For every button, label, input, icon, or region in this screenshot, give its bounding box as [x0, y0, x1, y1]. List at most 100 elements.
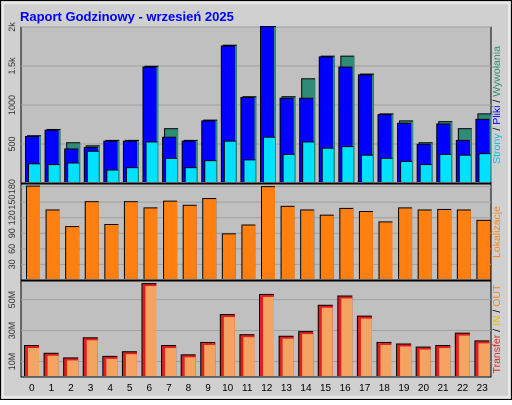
inner-bevel	[2, 2, 510, 398]
bar-strony-0	[29, 164, 40, 182]
y-tick-label: 120	[7, 210, 17, 225]
plot-area-3	[20, 280, 492, 378]
x-tick-label: 8	[186, 383, 192, 394]
bar-strony-13	[283, 154, 295, 182]
bar-transfer-in-10	[223, 317, 235, 376]
legend-entry: IN	[491, 315, 503, 326]
legend-entry: /	[491, 125, 503, 134]
bar-strony-5	[126, 168, 138, 182]
legend-entry: Transfer	[491, 334, 503, 373]
legend-2: Lokalizacje	[491, 206, 503, 258]
y-tick-label: 1.5k	[7, 57, 17, 75]
bar-strony-22	[459, 155, 471, 182]
bar-transfer-in-4	[106, 358, 118, 376]
bar-transfer-in-0	[28, 348, 39, 376]
bar-locations-12	[262, 187, 275, 279]
legend-entry: /	[491, 326, 503, 335]
bar-strony-1	[48, 165, 60, 182]
bar-strony-16	[342, 147, 354, 182]
y-tick-label: 30M	[7, 322, 17, 340]
y-tick-label: 1000	[7, 95, 17, 115]
bar-locations-0	[27, 186, 40, 279]
bar-strony-8	[185, 168, 197, 182]
legend-entry: Strony	[491, 133, 503, 164]
bar-transfer-in-9	[204, 344, 216, 376]
bar-locations-5	[124, 202, 138, 279]
bar-transfer-in-11	[243, 337, 255, 376]
bar-locations-1	[46, 210, 60, 279]
bar-transfer-in-1	[47, 355, 59, 376]
y-tick-label: 50M	[7, 291, 17, 309]
bar-locations-11	[242, 225, 256, 279]
legend-1: Strony / Pliki / Wywołania	[491, 46, 503, 164]
legend-entry: OUT	[491, 284, 503, 307]
x-tick-label: 3	[88, 383, 94, 394]
x-tick-label: 1	[49, 383, 55, 394]
bar-locations-9	[203, 199, 217, 279]
y-tick-label: 10M	[7, 353, 17, 371]
bar-strony-11	[244, 160, 256, 182]
bar-strony-2	[68, 163, 80, 182]
bar-locations-13	[281, 206, 295, 279]
bar-strony-4	[107, 170, 119, 182]
bar-transfer-in-14	[302, 334, 314, 376]
y-tick-label: 500	[7, 136, 17, 151]
bar-locations-14	[301, 210, 315, 279]
bar-strony-9	[205, 161, 217, 182]
bar-strony-3	[87, 151, 99, 182]
bar-locations-7	[164, 201, 178, 279]
x-tick-label: 17	[359, 383, 371, 394]
bar-strony-18	[381, 158, 393, 182]
bar-transfer-in-13	[282, 338, 294, 376]
y-tick-label: 150	[7, 195, 17, 210]
bar-transfer-in-23	[478, 343, 490, 376]
bar-transfer-in-8	[184, 357, 196, 376]
x-tick-label: 7	[166, 383, 172, 394]
bar-locations-8	[183, 205, 197, 279]
bar-locations-23	[477, 220, 491, 279]
bar-locations-21	[438, 209, 452, 279]
bar-transfer-in-2	[67, 360, 79, 376]
bar-transfer-in-7	[165, 348, 177, 376]
x-tick-label: 12	[261, 383, 273, 394]
x-tick-label: 19	[398, 383, 410, 394]
legend-3: Transfer / IN / OUT	[491, 284, 503, 374]
bar-strony-6	[146, 142, 158, 182]
bar-transfer-in-21	[439, 348, 451, 376]
x-tick-label: 21	[437, 383, 449, 394]
legend-entry: /	[491, 307, 503, 316]
bar-strony-7	[166, 158, 178, 182]
bar-locations-18	[379, 222, 393, 279]
bar-locations-15	[320, 215, 334, 279]
x-tick-label: 14	[300, 383, 312, 394]
bar-transfer-in-16	[341, 298, 353, 376]
bar-transfer-in-20	[419, 349, 431, 376]
bar-locations-17	[359, 212, 373, 279]
bar-strony-17	[361, 155, 373, 182]
bar-transfer-in-12	[263, 296, 274, 376]
legend-entry: Pliki	[491, 106, 503, 125]
x-tick-label: 5	[127, 383, 133, 394]
legend-entry: /	[491, 97, 503, 106]
y-tick-label: 30	[7, 259, 17, 269]
bar-strony-20	[420, 165, 432, 182]
bar-transfer-in-18	[380, 344, 392, 376]
x-tick-label: 4	[107, 383, 113, 394]
bar-transfer-in-15	[321, 307, 333, 376]
x-tick-label: 23	[477, 383, 489, 394]
bar-transfer-in-17	[360, 318, 372, 376]
bar-locations-22	[457, 210, 471, 279]
bar-strony-21	[440, 154, 452, 182]
y-tick-label: 2k	[7, 22, 17, 32]
bar-strony-14	[303, 142, 315, 182]
bar-locations-20	[418, 210, 432, 279]
bar-strony-15	[322, 148, 334, 182]
legend-entry: Wywołania	[491, 46, 503, 97]
bar-locations-19	[399, 208, 413, 279]
x-tick-label: 2	[68, 383, 74, 394]
bar-locations-6	[144, 208, 158, 279]
x-tick-label: 11	[242, 383, 253, 394]
bar-locations-10	[222, 234, 236, 279]
